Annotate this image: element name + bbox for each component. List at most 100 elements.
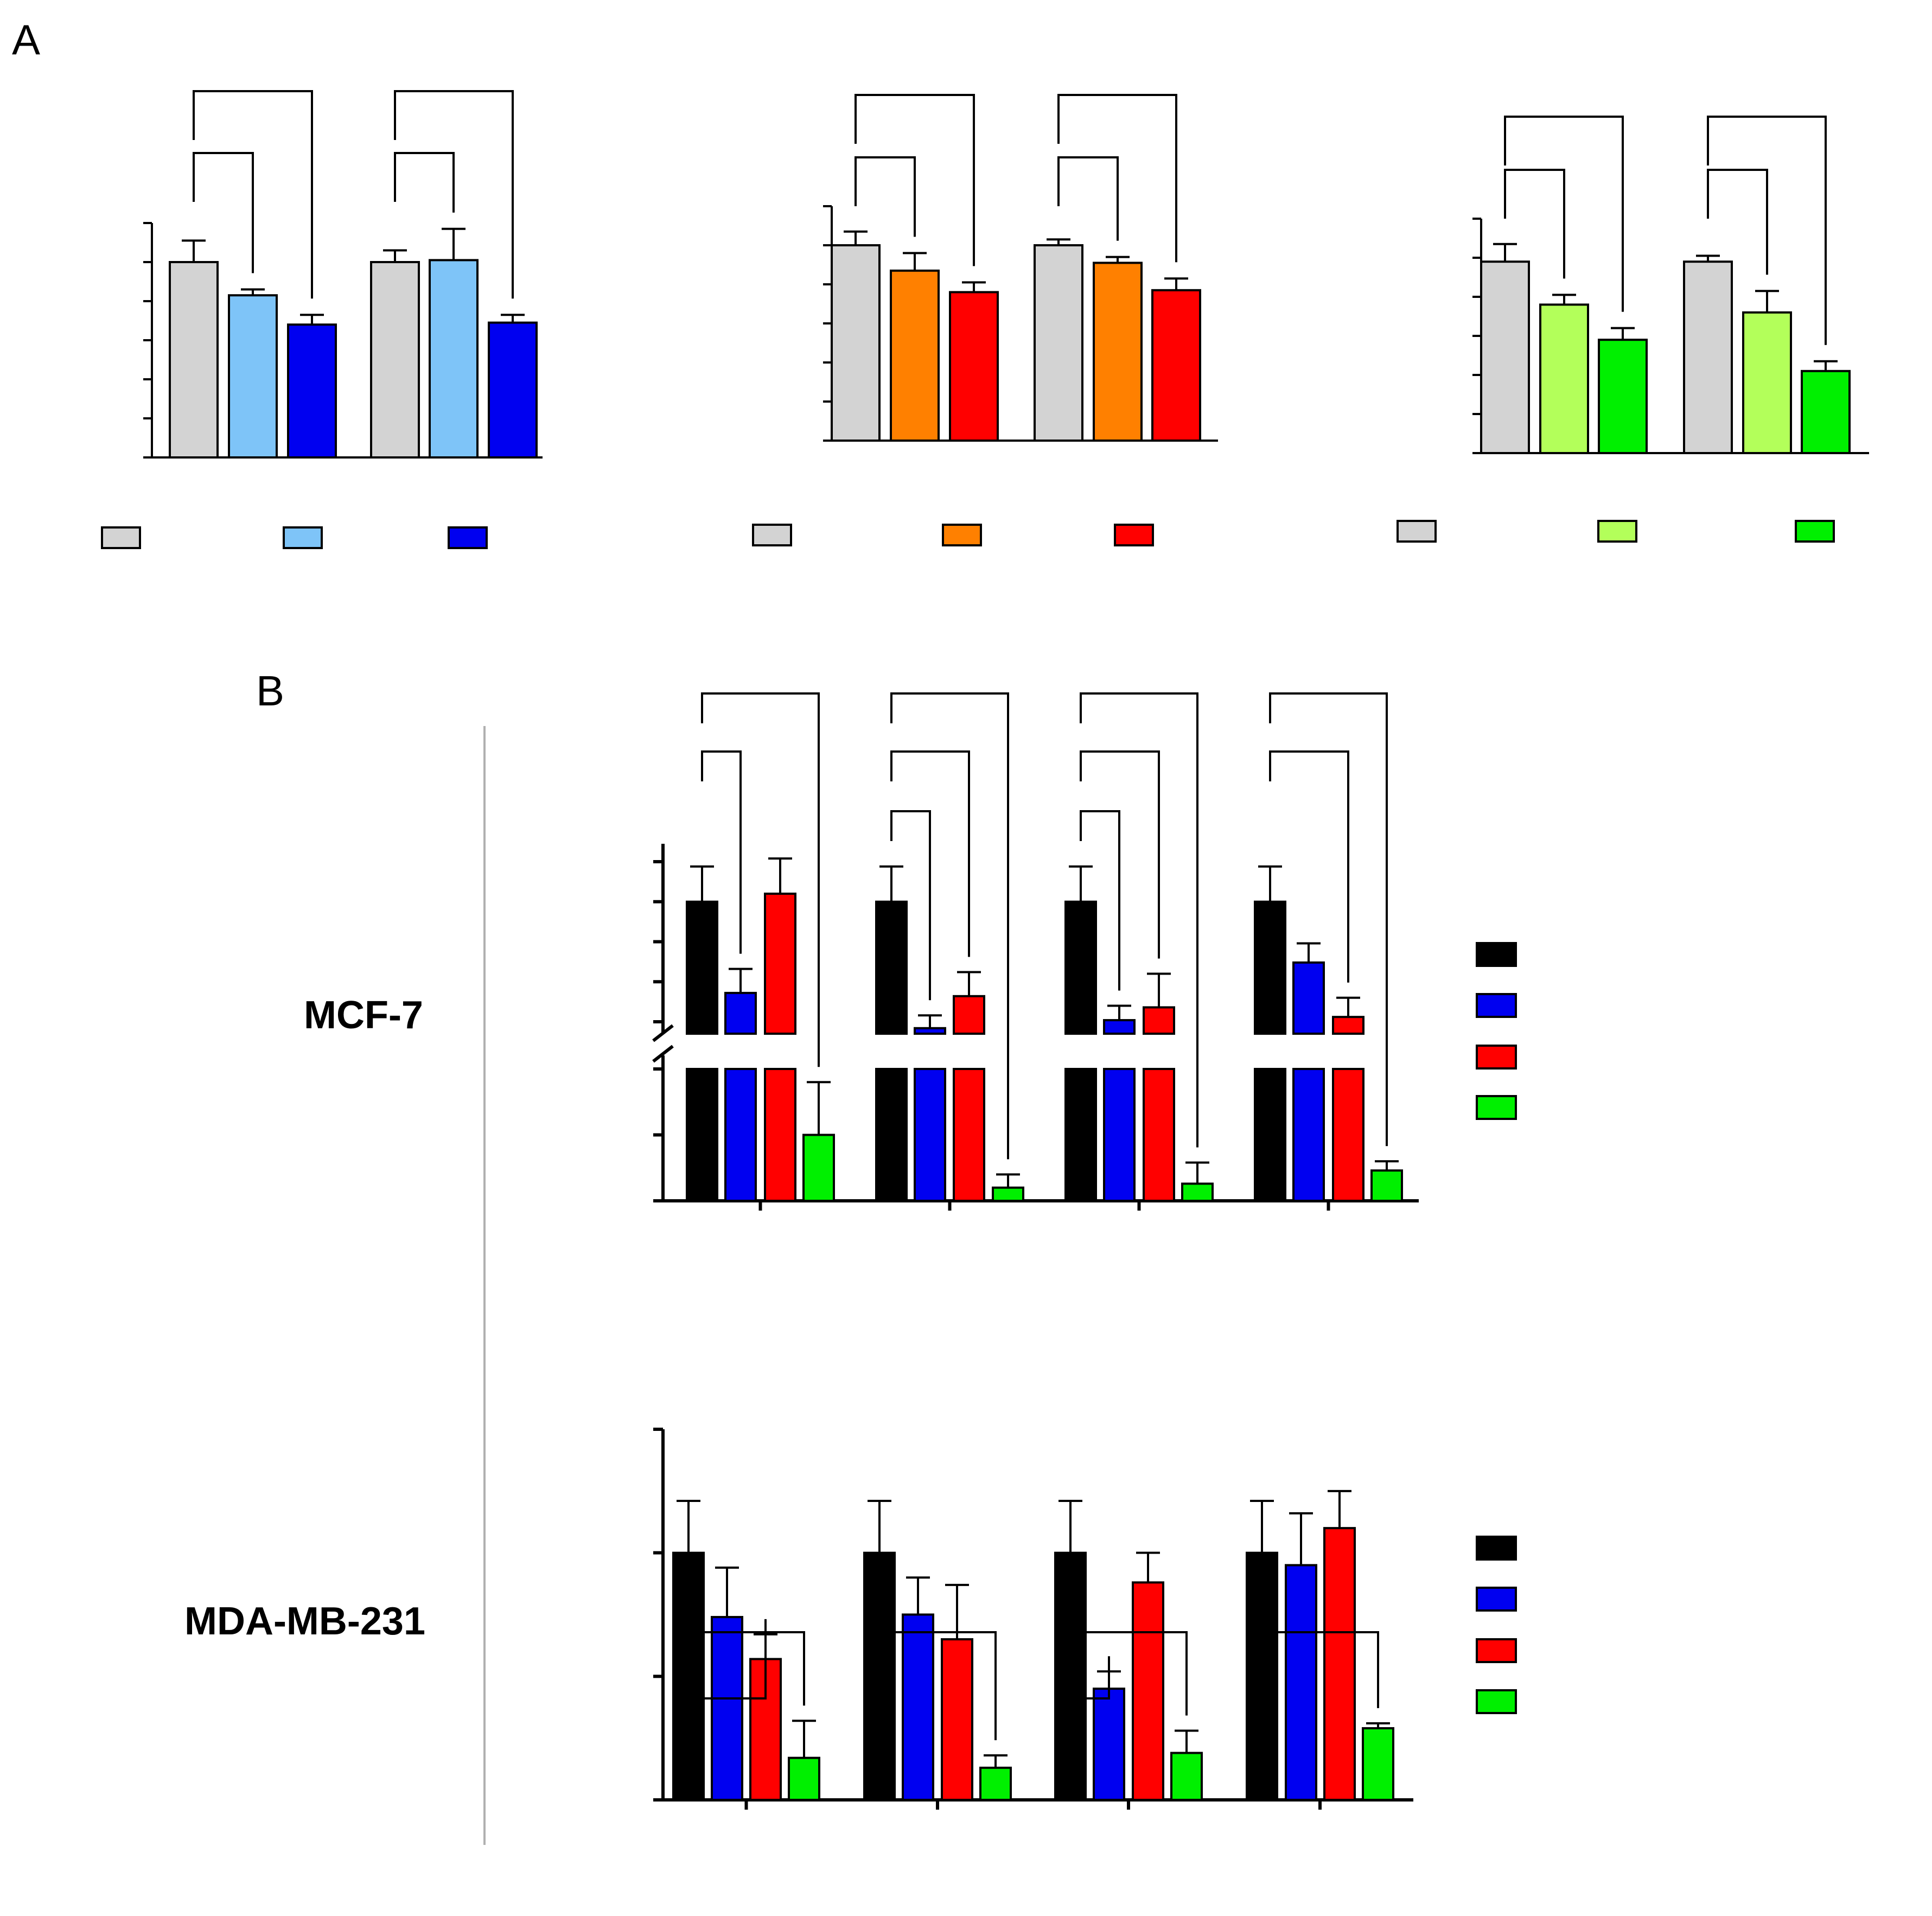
significance-bracket <box>1269 750 1349 983</box>
legend-swatch-25-m <box>942 524 982 546</box>
bar-sox2-control <box>1054 1551 1087 1801</box>
significance-bracket <box>193 90 313 299</box>
bar-oct4-pinocembrin-50-m-lower <box>953 1068 985 1202</box>
error-bar-sox2-pinocembrin-50-m <box>1147 972 1171 1008</box>
bar-oct4-licoflavanone-25-m <box>992 1186 1024 1202</box>
bar-oct4-control <box>863 1551 896 1801</box>
bar-mda-mb-231-control <box>370 261 420 459</box>
chart-b2 <box>653 1428 1517 1810</box>
bar-sox2-pinocembrin-50-m <box>1132 1581 1164 1801</box>
error-bar-oct4-glabranin-50-m <box>918 1014 942 1028</box>
significance-bracket <box>878 1631 997 1741</box>
bar-mda-mb-231-50-m <box>1151 289 1201 442</box>
error-bar-mda-mb-231-25-m <box>442 227 466 260</box>
significance-bracket <box>687 1619 767 1709</box>
legend-swatch-control <box>101 526 141 549</box>
legend-swatch-50-m <box>1114 524 1154 546</box>
legend-swatch-glabranin-50-m <box>1476 993 1517 1018</box>
bar-mcf-7-control <box>831 244 881 442</box>
bar-snail-licoflavanone-25-m <box>788 1756 820 1802</box>
legend-swatch-12-5-m <box>1597 520 1637 543</box>
significance-bracket <box>1069 1656 1110 1709</box>
legend-swatch-licoflavanone-25-m <box>1476 1689 1517 1714</box>
error-bar-snail-licoflavanone-25-m <box>807 1081 831 1135</box>
bar-sox2-glabranin-50-m <box>1093 1688 1125 1802</box>
bar-sox2-glabranin-50-m-lower <box>1103 1068 1136 1202</box>
error-bar-oct4-control <box>868 1500 891 1553</box>
error-bar-nanog-pinocembrin-50-m <box>1328 1489 1351 1529</box>
chart-a1 <box>101 90 543 549</box>
bar-mcf-7-12-5-m <box>1539 303 1589 455</box>
legend-swatch-pinocembrin-50-m <box>1476 1045 1517 1070</box>
error-bar-mcf-7-25-m <box>1611 327 1635 340</box>
bar-nanog-control-lower <box>1254 1068 1286 1202</box>
error-bar-sox2-licoflavanone-25-m <box>1175 1729 1198 1753</box>
bar-snail-glabranin-50-m <box>711 1616 743 1802</box>
error-bar-mda-mb-231-50-m <box>501 314 525 323</box>
bar-snail-glabranin-50-m-lower <box>724 1068 757 1202</box>
legend-swatch-control <box>1476 1536 1517 1561</box>
error-bar-nanog-pinocembrin-50-m <box>1336 996 1360 1017</box>
bar-nanog-glabranin-50-m-lower <box>1292 1068 1325 1202</box>
error-bar-mda-mb-231-25-m <box>1106 256 1130 263</box>
significance-bracket <box>855 156 916 237</box>
significance-bracket <box>1504 116 1624 312</box>
error-bar-mda-mb-231-control <box>1047 238 1070 245</box>
error-bar-sox2-control <box>1059 1500 1082 1553</box>
error-bar-snail-control <box>690 865 714 902</box>
bar-nanog-glabranin-50-m-upper <box>1292 961 1325 1035</box>
error-bar-mda-mb-231-50-m <box>1164 277 1188 290</box>
error-bar-nanog-licoflavanone-25-m <box>1366 1722 1390 1728</box>
significance-bracket <box>1707 169 1768 275</box>
bar-nanog-pinocembrin-50-m-upper <box>1332 1016 1364 1035</box>
error-bar-mda-mb-231-12-5-m <box>1755 290 1779 313</box>
panel-label-a: A <box>12 16 40 63</box>
error-bar-oct4-glabranin-50-m <box>906 1576 930 1615</box>
error-bar-oct4-pinocembrin-50-m <box>957 971 981 996</box>
error-bar-oct4-licoflavanone-25-m <box>996 1173 1020 1188</box>
bar-oct4-glabranin-50-m-lower <box>914 1068 946 1202</box>
bar-sox2-licoflavanone-25-m <box>1181 1182 1214 1202</box>
bar-sox2-pinocembrin-50-m-upper <box>1143 1006 1175 1035</box>
significance-bracket <box>890 810 931 1001</box>
significance-bracket <box>701 692 820 1067</box>
bar-nanog-licoflavanone-25-m <box>1362 1727 1394 1802</box>
significance-bracket <box>1069 1631 1188 1716</box>
error-bar-sox2-control <box>1069 865 1093 902</box>
legend-swatch-50-m <box>448 526 488 549</box>
bar-mda-mb-231-12-5-m <box>1742 311 1792 454</box>
bar-mda-mb-231-50-m <box>488 321 538 459</box>
error-bar-sox2-licoflavanone-25-m <box>1185 1161 1209 1184</box>
chart-a3 <box>1397 116 1869 543</box>
bar-mcf-7-25-m <box>890 269 940 442</box>
legend-swatch-pinocembrin-50-m <box>1476 1638 1517 1663</box>
error-bar-mcf-7-25-m <box>241 288 265 296</box>
error-bar-mcf-7-control <box>182 239 206 262</box>
bar-nanog-control-upper <box>1254 900 1286 1035</box>
significance-bracket <box>1080 810 1120 991</box>
error-bar-nanog-control <box>1258 865 1282 902</box>
error-bar-nanog-licoflavanone-25-m <box>1375 1160 1399 1171</box>
significance-bracket <box>394 152 455 213</box>
legend-swatch-glabranin-50-m <box>1476 1587 1517 1612</box>
error-bar-sox2-pinocembrin-50-m <box>1136 1551 1160 1583</box>
bar-oct4-pinocembrin-50-m-upper <box>953 995 985 1035</box>
legend-swatch-25-m <box>1795 520 1835 543</box>
legend-swatch-licoflavanone-25-m <box>1476 1095 1517 1120</box>
error-bar-mcf-7-12-5-m <box>1552 294 1576 305</box>
legend-swatch-25-m <box>283 526 323 549</box>
chart-a2 <box>752 94 1218 546</box>
significance-bracket <box>1080 750 1160 959</box>
panel-label-b: B <box>256 667 284 715</box>
axis-break-marks <box>652 1024 674 1063</box>
error-bar-mcf-7-50-m <box>300 314 324 325</box>
bar-nanog-glabranin-50-m <box>1285 1564 1317 1802</box>
bar-mda-mb-231-control <box>1683 260 1733 454</box>
significance-bracket <box>890 750 970 957</box>
bar-oct4-control-upper <box>875 900 908 1035</box>
bar-oct4-licoflavanone-25-m <box>979 1766 1012 1802</box>
error-bar-snail-pinocembrin-50-m <box>768 857 792 894</box>
significance-bracket <box>1504 169 1565 279</box>
significance-bracket <box>1080 692 1198 1148</box>
error-bar-mcf-7-control <box>844 230 868 245</box>
